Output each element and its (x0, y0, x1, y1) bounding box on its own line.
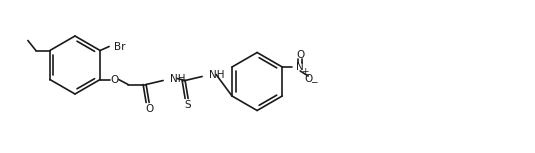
Text: O: O (110, 75, 118, 84)
Text: +: + (302, 67, 309, 76)
Text: O: O (296, 50, 304, 60)
Text: NH: NH (170, 73, 186, 84)
Text: Br: Br (114, 41, 126, 52)
Text: S: S (185, 99, 192, 110)
Text: N: N (296, 62, 304, 72)
Text: −: − (310, 78, 318, 86)
Text: O: O (145, 103, 153, 114)
Text: NH: NH (209, 69, 225, 80)
Text: O: O (304, 74, 312, 84)
